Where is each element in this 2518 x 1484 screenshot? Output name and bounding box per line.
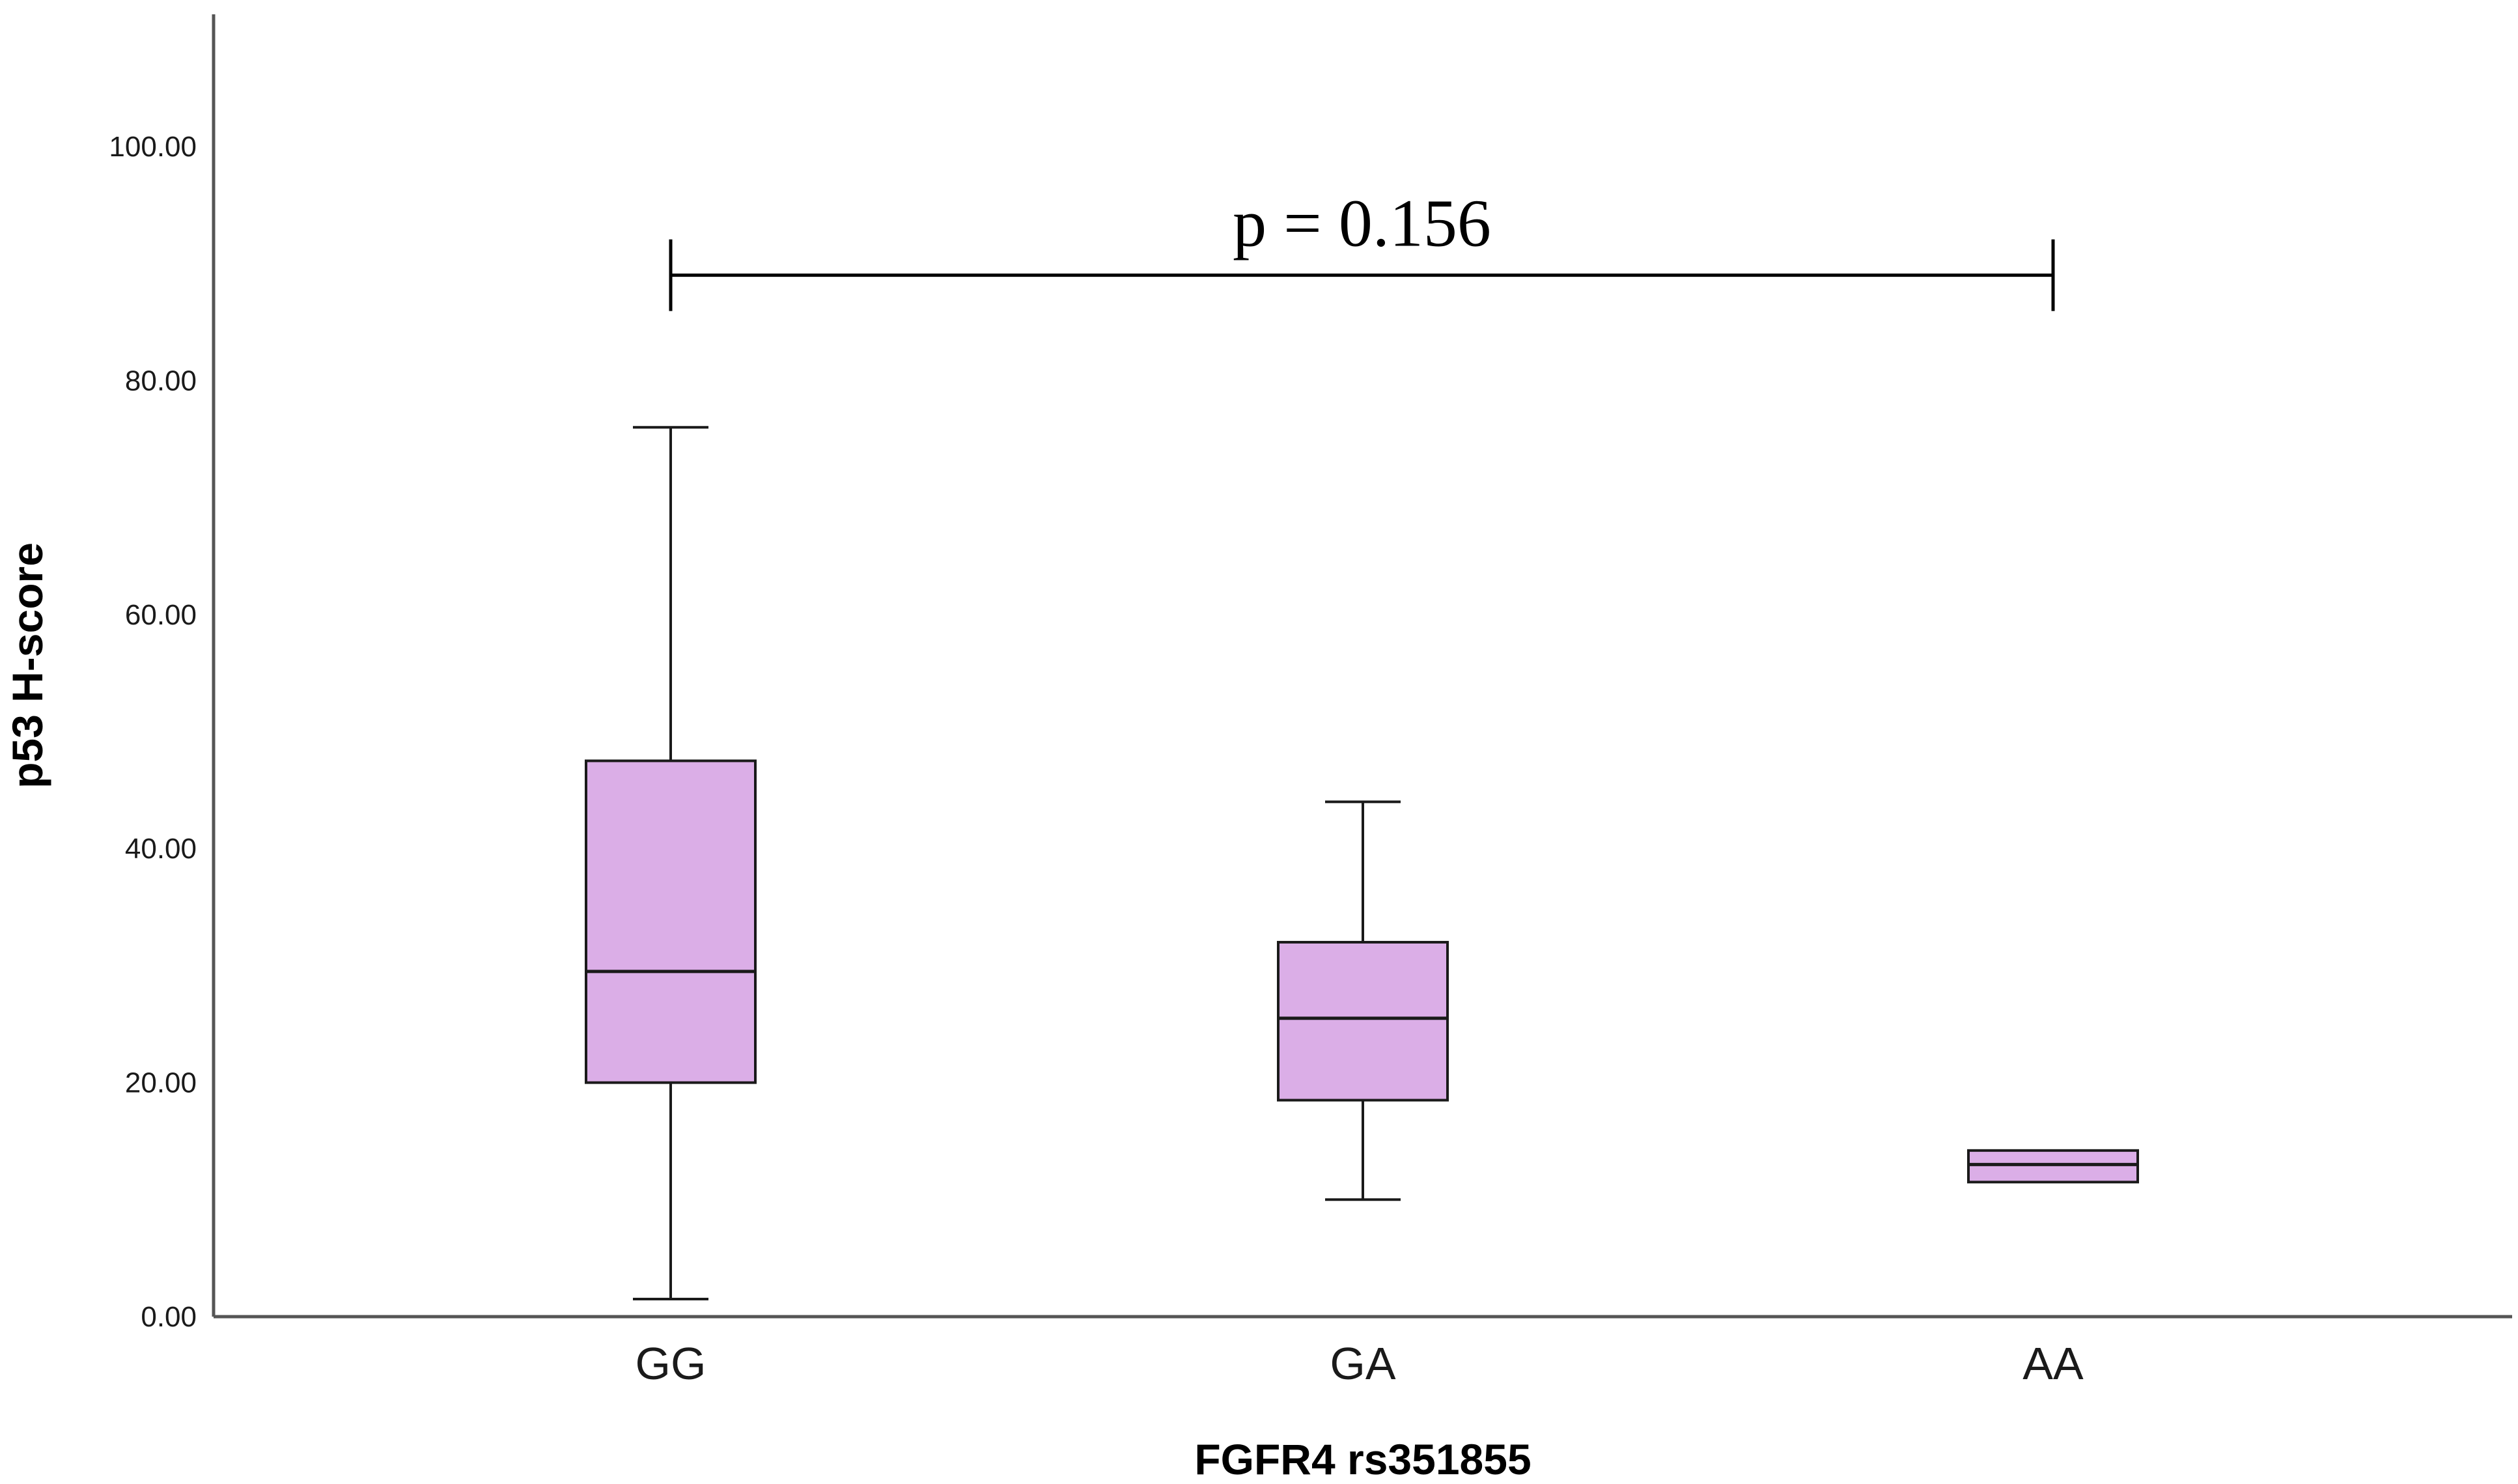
y-tick-label: 40.00 — [125, 833, 197, 865]
significance-annotation: p = 0.156 — [669, 186, 2055, 311]
box-gg — [585, 426, 757, 1301]
y-tick-label: 100.00 — [109, 131, 197, 163]
y-tick-label: 60.00 — [125, 599, 197, 631]
p-value-label: p = 0.156 — [1233, 186, 1491, 261]
axes — [212, 14, 2512, 1319]
y-axis-title: p53 H-score — [3, 542, 51, 789]
y-tick-label: 80.00 — [125, 365, 197, 397]
iqr-box — [1967, 1149, 2139, 1184]
y-tick-label: 20.00 — [125, 1067, 197, 1099]
x-axis-title: FGFR4 rs351855 — [1194, 1435, 1531, 1483]
box-ga — [1277, 800, 1449, 1201]
y-tick-labels: 0.00 20.00 40.00 60.00 80.00 100.00 — [109, 131, 197, 1333]
x-tick-label: GG — [636, 1338, 706, 1389]
x-tick-labels: GG GA AA — [636, 1338, 2084, 1389]
iqr-box — [585, 759, 757, 1084]
x-tick-label: GA — [1330, 1338, 1395, 1389]
x-tick-label: AA — [2022, 1338, 2084, 1389]
iqr-box — [1277, 940, 1449, 1102]
box-series — [585, 426, 2139, 1301]
box-aa — [1967, 1149, 2139, 1184]
y-tick-label: 0.00 — [141, 1301, 197, 1333]
